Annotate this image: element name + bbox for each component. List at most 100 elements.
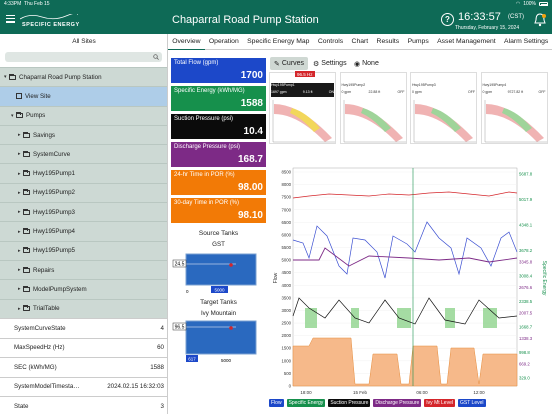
tree-item[interactable]: ▸ Hwy195Pump2 (0, 182, 167, 203)
tree-item[interactable]: ▸ SystemCurve (0, 144, 167, 164)
help-icon[interactable]: ? (441, 13, 454, 26)
kpi-tile[interactable]: Specific Energy (kWh/MG) 1588 (171, 86, 266, 111)
tree-item[interactable]: ▾ Pumps (0, 105, 167, 125)
bell-icon[interactable] (534, 13, 546, 27)
legend-item[interactable]: Suction Pressure (328, 399, 371, 407)
target-scale-max: 5000 (221, 358, 232, 363)
tab-alarm-settings[interactable]: Alarm Settings (504, 37, 549, 45)
chevron-right-icon[interactable]: ▸ (18, 247, 21, 254)
right-tick-label: 329.0 (519, 376, 530, 381)
source-tank-gauge: 24.5 0 5000 (172, 253, 257, 294)
legend-item[interactable]: Flow (269, 399, 284, 407)
tree-item[interactable]: ▸ Repairs (0, 259, 167, 280)
chevron-down-icon[interactable]: ▾ (4, 74, 7, 81)
tree-item[interactable]: ▸ TrialTable (0, 298, 167, 318)
tab-asset-management[interactable]: Asset Management (437, 37, 496, 45)
target-readout-box (186, 355, 198, 362)
y-tick-label: 7500 (281, 195, 291, 200)
pump-curve-card[interactable]: Hwy195Pump4 0 gpm 9727.82 ft OFF (480, 72, 548, 144)
folder-icon (23, 266, 30, 273)
tree-item[interactable]: View Site (0, 86, 167, 106)
pump-card-header: Hwy195Pump1 (271, 83, 334, 90)
none-button[interactable]: ◉ None (350, 57, 383, 70)
right-tick-label: 4348.1 (519, 223, 533, 228)
chevron-right-icon[interactable]: ▸ (18, 267, 21, 274)
pump-curve-plot (272, 100, 335, 143)
chevron-down-icon[interactable]: ▾ (11, 112, 14, 119)
tab-results[interactable]: Results (376, 37, 400, 45)
y-tick-label: 8000 (281, 182, 291, 187)
pump-card-stat: 9727.82 ft (507, 90, 524, 94)
kpi-tile[interactable]: 24-hr Time in POR (%) 98.00 (171, 170, 266, 195)
chevron-right-icon[interactable]: ▸ (18, 228, 21, 235)
pump-card-header: Hwy195Pump4 (483, 83, 546, 90)
tab-operation[interactable]: Operation (208, 37, 239, 45)
kpi-value: 10.4 (243, 126, 263, 137)
suction-line (292, 297, 518, 325)
tree-item[interactable]: ▸ Hwy195Pump1 (0, 163, 167, 183)
app-header: SPECIFIC ENERGY Chaparral Road Pump Stat… (0, 8, 552, 34)
y-tick-label: 5000 (281, 258, 291, 263)
kpi-tile[interactable]: Discharge Pressure (psi) 168.7 (171, 142, 266, 167)
settings-button[interactable]: ⚙ Settings (309, 57, 351, 70)
y-tick-label: 2500 (281, 321, 291, 326)
pump-curve-card[interactable]: Hwy195Pump1 1697 gpm 9.13 ft ON 96.5 Hz (269, 71, 336, 144)
y-tick-label: 1500 (281, 346, 291, 351)
energy-band (445, 308, 455, 328)
tree-item[interactable]: ▸ Hwy195Pump3 (0, 202, 167, 222)
tab-controls[interactable]: Controls (317, 37, 344, 45)
tab-overview[interactable]: Overview (168, 34, 205, 50)
energy-band (305, 308, 317, 328)
chevron-right-icon[interactable]: ▸ (18, 132, 21, 139)
battery-icon (539, 2, 548, 6)
status-bar: 4:33PM Thu Feb 15 ◠ 100% (0, 0, 552, 8)
chevron-right-icon[interactable]: ▸ (18, 286, 21, 293)
menu-icon[interactable] (6, 15, 15, 23)
legend-item[interactable]: GST Level (457, 399, 486, 407)
pump-curve-plot (343, 100, 406, 143)
status-time: 4:33PM (4, 1, 22, 7)
source-tank-fill (185, 253, 257, 286)
kpi-tile[interactable]: Suction Pressure (psi) 10.4 (171, 114, 266, 139)
curves-button[interactable]: ✎ Curves (270, 57, 309, 70)
y-tick-label: 0 (289, 384, 292, 389)
tab-pumps[interactable]: Pumps (407, 37, 429, 45)
tree-item[interactable]: ▾ Chaparral Road Pump Station (0, 67, 167, 87)
y-tick-label: 7000 (281, 207, 291, 212)
tree-item[interactable]: ▸ Savings (0, 124, 167, 145)
gear-icon: ⚙ (313, 60, 320, 68)
curves-label: Curves (281, 60, 305, 67)
property-label: SystemCurveState (14, 324, 66, 332)
chevron-right-icon[interactable]: ▸ (18, 189, 21, 196)
pump-curve-card[interactable]: Hwy195Pump3 0 gpm OFF (410, 72, 477, 144)
folder-icon (23, 170, 30, 177)
legend-item[interactable]: Specific Energy (286, 399, 326, 407)
tab-specific-energy-map[interactable]: Specific Energy Map (247, 37, 310, 45)
kpi-label: 30-day Time in POR (%) (174, 200, 240, 206)
chevron-right-icon[interactable]: ▸ (18, 305, 21, 312)
target-tank-gauge: 96.5 617 5000 (172, 320, 257, 363)
chevron-right-icon[interactable]: ▸ (18, 209, 21, 216)
legend-item[interactable]: Ivy Mt Level (424, 399, 455, 407)
y-tick-label: 4500 (281, 270, 291, 275)
tree-item[interactable]: ▸ Hwy195Pump5 (0, 240, 167, 260)
legend-item[interactable]: Discharge Pressure (373, 399, 422, 407)
chevron-right-icon[interactable]: ▸ (18, 151, 21, 158)
property-row: SystemModelTimesta… 2024.02.15 16:32:03 (0, 376, 167, 396)
tree-item[interactable]: ▸ Hwy195Pump4 (0, 221, 167, 241)
settings-label: Settings (321, 60, 347, 67)
kpi-tile[interactable]: Total Flow (gpm) 1700 (171, 58, 266, 83)
tree-item[interactable]: ▸ ModelPumpSystem (0, 279, 167, 299)
all-sites-label[interactable]: All Sites (72, 38, 96, 45)
tab-chart[interactable]: Chart (351, 37, 369, 45)
chart-legend: Flow Specific Energy Suction Pressure Disch… (269, 399, 486, 407)
x-tick-label: 12:00 (473, 390, 485, 395)
source-level-value: 24.5 (175, 262, 185, 268)
search-input[interactable] (5, 52, 162, 62)
property-value: 60 (157, 344, 164, 352)
chevron-right-icon[interactable]: ▸ (18, 170, 21, 177)
pump-curve-card[interactable]: Hwy195Pump2 0 gpm 22.88 ft OFF (339, 72, 407, 144)
kpi-tile[interactable]: 30-day Time in POR (%) 98.10 (171, 198, 266, 223)
curve-por-band (501, 108, 532, 132)
kpi-value: 98.00 (237, 182, 263, 193)
